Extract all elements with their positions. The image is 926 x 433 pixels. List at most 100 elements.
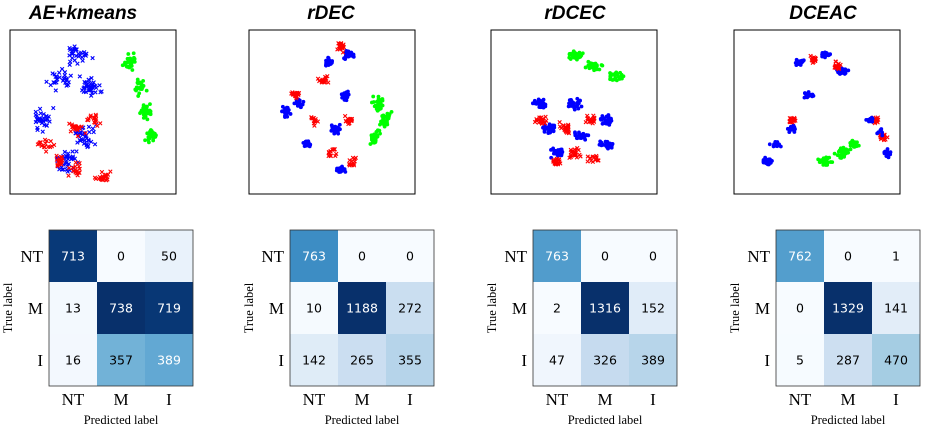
scatter-point: [288, 112, 293, 116]
scatter-point: [823, 157, 827, 162]
scatter-point: [67, 47, 73, 53]
scatter-point: [62, 149, 67, 155]
scatter-point: [144, 88, 149, 93]
cm-cell-value: 13: [65, 301, 81, 316]
scatter-point: [574, 55, 579, 60]
cm-cell-value: 357: [109, 353, 133, 368]
scatter-point: [295, 90, 300, 96]
scatter-point: [145, 131, 150, 136]
cm-cell: [338, 230, 386, 282]
scatter-point: [293, 94, 299, 99]
scatter-point: [86, 116, 91, 121]
scatter-point: [53, 74, 58, 80]
scatter-point: [324, 63, 328, 68]
scatter-point: [765, 162, 770, 167]
scatter-point: [608, 77, 612, 82]
scatter-point: [79, 88, 85, 93]
cm-x-tick-label: NT: [789, 390, 812, 409]
cm-cell-value: 1188: [346, 301, 378, 316]
scatter-point: [585, 159, 590, 164]
scatter-point: [385, 120, 389, 125]
scatter-point: [787, 130, 792, 135]
scatter-point: [131, 51, 136, 56]
scatter-point: [337, 126, 342, 131]
cm-cell-value: 763: [545, 249, 569, 264]
cm-cell-value: 326: [593, 353, 617, 368]
scatter-point: [88, 93, 94, 98]
cm-y-tick-label: M: [28, 299, 43, 318]
scatter-point: [810, 58, 815, 63]
scatter-point: [371, 100, 376, 104]
scatter-point: [603, 139, 608, 144]
scatter-point: [125, 56, 130, 61]
scatter-point: [378, 106, 383, 111]
scatter-point: [74, 47, 79, 52]
title-ae-kmeans: AE+kmeans: [28, 3, 137, 24]
scatter-point: [609, 72, 614, 77]
scatter-panel-rdcec: [490, 29, 658, 195]
scatter-point: [98, 90, 103, 95]
scatter-point: [346, 92, 351, 97]
cm-x-tick-label: M: [354, 390, 369, 409]
scatter-point: [577, 135, 581, 139]
scatter-point: [333, 127, 338, 132]
cm-xlabel: Predicted label: [811, 413, 886, 427]
cm-ylabel: True label: [728, 282, 742, 333]
scatter-point: [77, 126, 82, 131]
scatter-point: [573, 133, 578, 138]
scatter-point: [544, 118, 549, 123]
scatter-point: [771, 144, 776, 148]
cm-x-tick-label: I: [407, 390, 413, 409]
scatter-point: [610, 141, 615, 146]
scatter-point: [76, 164, 82, 169]
scatter-point: [141, 78, 146, 83]
cm-cell-value: 265: [350, 353, 374, 368]
scatter-point: [551, 128, 556, 133]
scatter-point: [138, 111, 142, 116]
scatter-point: [84, 84, 90, 89]
scatter-point: [328, 153, 333, 158]
scatter-point: [97, 83, 102, 88]
cm-cell: [533, 282, 581, 334]
scatter-point: [82, 52, 88, 58]
scatter-point: [767, 142, 772, 147]
scatter-point: [77, 53, 83, 58]
scatter-point: [39, 143, 45, 148]
scatter-point: [539, 121, 545, 126]
scatter-point: [83, 80, 88, 86]
cm-cell-value: 1329: [832, 301, 864, 316]
scatter-point: [845, 148, 850, 153]
cm-cell-value: 16: [65, 353, 81, 368]
scatter-point: [83, 89, 89, 95]
cm-y-tick-label: M: [512, 299, 527, 318]
cm-cell: [290, 282, 338, 334]
scatter-point: [788, 125, 793, 130]
scatter-point: [589, 158, 594, 163]
scatter-point: [146, 135, 151, 139]
scatter-point: [98, 121, 103, 126]
scatter-point: [92, 142, 98, 147]
cm-cell-value: 142: [302, 353, 326, 368]
scatter-point: [380, 98, 385, 103]
scatter-point: [80, 58, 85, 63]
scatter-point: [85, 144, 90, 150]
cm-cell-value: 0: [844, 249, 852, 264]
cm-cell: [49, 334, 97, 386]
scatter-point: [51, 142, 57, 148]
scatter-point: [532, 101, 537, 106]
scatter-point: [380, 103, 385, 108]
scatter-point: [553, 148, 557, 153]
scatter-point: [303, 139, 308, 144]
scatter-point: [343, 169, 348, 174]
scatter-point: [284, 113, 289, 118]
scatter-point: [808, 53, 813, 59]
cm-cell-value: 141: [884, 301, 908, 316]
scatter-point: [346, 161, 352, 167]
cm-cell-value: 10: [306, 301, 322, 316]
scatter-point: [311, 115, 316, 121]
cm-cell-value: 0: [117, 249, 125, 264]
scatter-point: [821, 51, 826, 56]
scatter-point: [377, 128, 382, 133]
scatter-point: [595, 158, 600, 163]
